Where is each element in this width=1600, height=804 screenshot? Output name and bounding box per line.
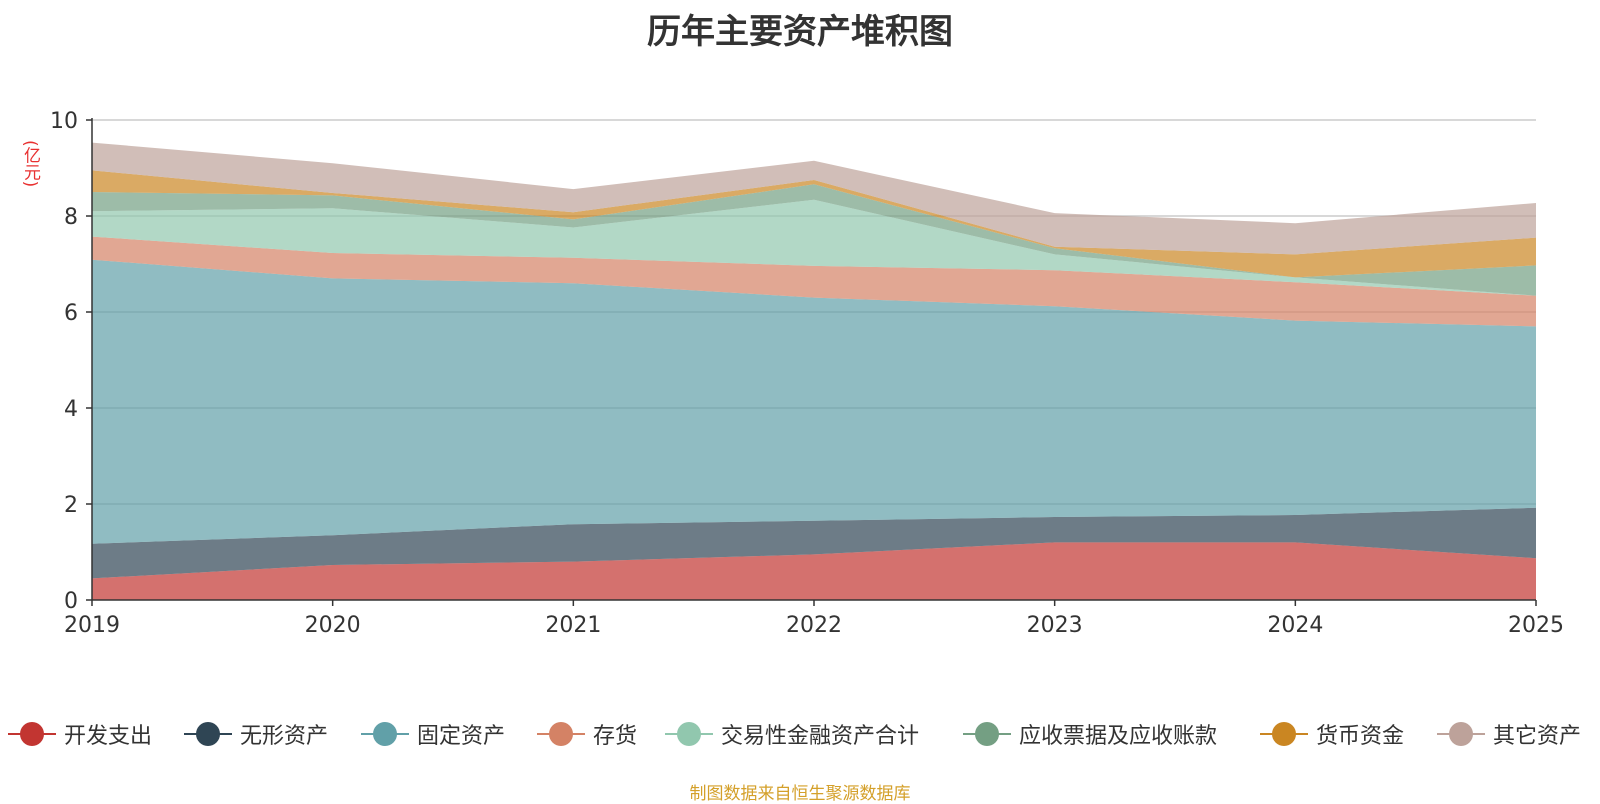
x-tick-label: 2022 [786,613,842,638]
legend-item[interactable]: 开发支出 [8,716,152,752]
x-tick-label: 2020 [305,613,361,638]
legend: 开发支出 无形资产 固定资产 存货 交易性金融资产合计 应收票据及应收账款 货币资金 其它资产 [0,716,1600,752]
x-tick-label: 2024 [1267,613,1323,638]
legend-marker-icon [1260,722,1308,746]
legend-label: 其它资产 [1493,724,1582,749]
legend-item[interactable]: 其它资产 [1437,716,1581,752]
chart-title: 历年主要资产堆积图 [647,12,953,52]
tick-labels: 0 2 4 6 8 10 2019 2020 2021 2022 2023 2024 2025 [50,109,1564,638]
area-series-7 [92,170,1536,278]
legend-item[interactable]: 交易性金融资产合计 [665,716,919,752]
area-series-1 [92,542,1536,600]
legend-label: 存货 [593,724,638,749]
y-tick-label: 0 [64,589,78,614]
legend-item[interactable]: 存货 [537,716,637,752]
legend-label: 交易性金融资产合计 [721,724,920,749]
x-tick-label: 2019 [64,613,120,638]
series-areas [92,142,1536,600]
axes [86,118,1537,606]
y-tick-label: 8 [64,205,78,230]
y-tick-label: 4 [64,397,78,422]
legend-label: 应收票据及应收账款 [1019,724,1218,749]
legend-marker-icon [1437,722,1485,746]
legend-marker-icon [8,722,56,746]
legend-marker-icon [963,722,1011,746]
legend-marker-icon [537,722,585,746]
legend-item[interactable]: 货币资金 [1260,716,1404,752]
source-note: 制图数据来自恒生聚源数据库 [689,784,911,804]
area-series-3 [92,259,1536,544]
legend-item[interactable]: 应收票据及应收账款 [963,716,1217,752]
legend-label: 无形资产 [240,724,329,749]
y-axis-unit-label: (亿元) [20,140,40,188]
legend-label: 固定资产 [417,724,506,749]
area-series-8 [92,142,1536,255]
legend-label: 开发支出 [64,724,153,749]
area-series-5 [92,199,1536,296]
y-tick-label: 10 [50,109,78,134]
y-tick-label: 6 [64,301,78,326]
legend-marker-icon [184,722,232,746]
legend-marker-icon [665,722,713,746]
x-tick-label: 2025 [1508,613,1564,638]
area-series-6 [92,184,1536,296]
area-series-2 [92,507,1536,579]
x-tick-label: 2023 [1027,613,1083,638]
area-series-4 [92,236,1536,327]
legend-item[interactable]: 无形资产 [184,716,328,752]
y-tick-label: 2 [64,493,78,518]
legend-label: 货币资金 [1316,724,1405,749]
x-tick-label: 2021 [545,613,601,638]
legend-marker-icon [361,722,409,746]
legend-item[interactable]: 固定资产 [361,716,505,752]
